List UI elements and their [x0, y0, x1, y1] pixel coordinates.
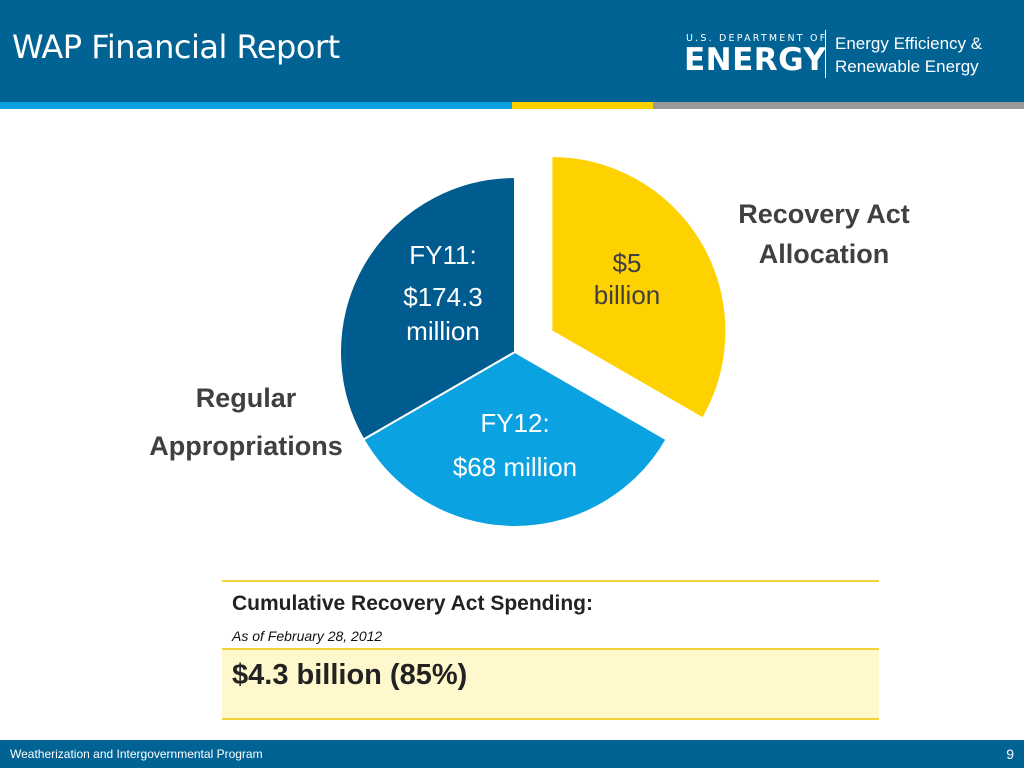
- stripe-blue: [0, 102, 512, 109]
- logo-office-line2: Renewable Energy: [835, 57, 979, 76]
- regular-appropriations-line1: Regular: [195, 383, 297, 413]
- stripe-gray: [653, 102, 1024, 109]
- regular-appropriations-label: Regular Appropriations: [126, 374, 366, 470]
- logo-office-line1: Energy Efficiency &: [835, 34, 983, 53]
- pie-slice-label-line: $5: [613, 248, 642, 278]
- spending-header-row: Cumulative Recovery Act Spending: As of …: [222, 582, 879, 650]
- footer-program-name: Weatherization and Intergovernmental Pro…: [10, 747, 263, 761]
- recovery-act-label-line1: Recovery Act: [738, 199, 910, 229]
- pie-slice-label-1: FY11: $174.3 million: [403, 240, 483, 346]
- pie-slice-label-line: billion: [594, 280, 661, 310]
- pie-slice-label-2: FY12: $68 million: [453, 408, 577, 482]
- footer-bar: Weatherization and Intergovernmental Pro…: [0, 740, 1024, 768]
- pie-slice-3: [550, 154, 728, 420]
- pie-slice-label-line: FY11:: [409, 240, 476, 270]
- logo-office-name: Energy Efficiency & Renewable Energy: [835, 32, 982, 78]
- spending-as-of-date: As of February 28, 2012: [232, 628, 383, 644]
- spending-total-row: $4.3 billion (85%): [222, 650, 879, 718]
- logo-divider: [825, 30, 826, 78]
- spending-heading: Cumulative Recovery Act Spending:: [232, 592, 593, 615]
- pie-slice-label-line: $68 million: [453, 452, 577, 482]
- pie-slice-label-line: FY12:: [480, 408, 549, 438]
- doe-logo: U.S. DEPARTMENT OF ENERGY Energy Efficie…: [684, 30, 1014, 80]
- regular-appropriations-line2: Appropriations: [149, 431, 343, 461]
- pie-slice-label-line: million: [406, 316, 480, 346]
- spending-summary-box: Cumulative Recovery Act Spending: As of …: [222, 580, 879, 720]
- logo-wordmark: ENERGY: [684, 42, 827, 78]
- stripe-yellow: [512, 102, 653, 109]
- recovery-act-label-line2: Allocation: [758, 239, 890, 269]
- pie-slice-label-3: $5 billion: [594, 248, 661, 310]
- recovery-act-label: Recovery Act Allocation: [710, 194, 938, 274]
- pie-slice-label-line: $174.3: [403, 282, 483, 312]
- logo-department: U.S. DEPARTMENT OF: [686, 33, 828, 44]
- slide-title: WAP Financial Report: [12, 28, 340, 66]
- header-bar: WAP Financial Report U.S. DEPARTMENT OF …: [0, 0, 1024, 102]
- pie-slice-1: [339, 175, 516, 441]
- slide-number: 9: [1006, 746, 1014, 762]
- pie-slice-2: [362, 350, 668, 528]
- header-accent-stripe: [0, 102, 1024, 109]
- spending-total: $4.3 billion (85%): [232, 659, 468, 691]
